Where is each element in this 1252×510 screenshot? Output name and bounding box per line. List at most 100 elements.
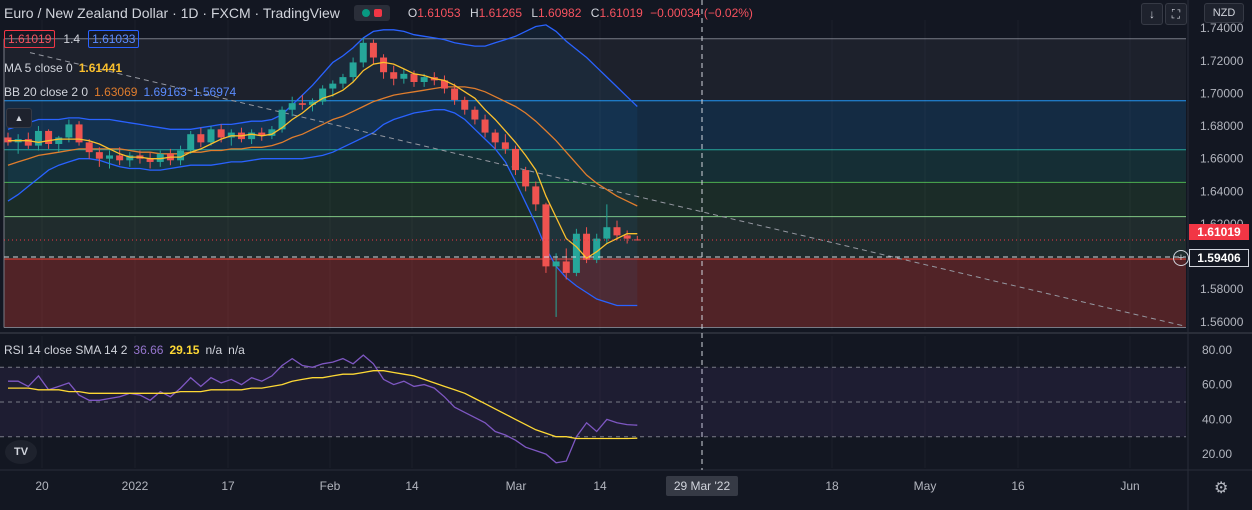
time-tick-label: 16 — [1011, 479, 1025, 493]
candle-body — [75, 124, 83, 143]
candle-body — [501, 142, 509, 149]
time-tick-label: 14 — [593, 479, 607, 493]
ma-legend[interactable]: MA 5 close 0 1.61441 — [4, 61, 122, 75]
candle-body — [24, 139, 32, 146]
candle-body — [34, 130, 42, 146]
fullscreen-icon: ⛶ — [1171, 6, 1181, 21]
candle-body — [481, 119, 489, 133]
candle-body — [248, 132, 256, 140]
candle-body — [583, 233, 591, 260]
candle-body — [268, 129, 276, 136]
candle-body — [55, 137, 63, 144]
time-tick-label: Feb — [320, 479, 341, 493]
candle-body — [278, 109, 286, 130]
chart-header: Euro / New Zealand Dollar · 1D · FXCM · … — [4, 4, 753, 22]
candle-body — [633, 239, 641, 241]
candle-body — [339, 77, 347, 84]
price-tick-label: 1.72000 — [1200, 54, 1244, 68]
candle-body — [258, 132, 266, 136]
bb-upper-line — [7, 24, 638, 130]
rsi-legend-label: RSI 14 close SMA 14 2 — [4, 343, 128, 357]
candle-body — [349, 62, 357, 78]
candle-body — [390, 72, 398, 79]
low-value: 1.60982 — [538, 6, 582, 20]
close-value: 1.61019 — [599, 6, 643, 20]
ask-button[interactable]: 1.61033 — [88, 30, 140, 48]
fullscreen-button[interactable]: ⛶ — [1165, 3, 1187, 25]
rsi-tick-label: 60.00 — [1202, 378, 1232, 392]
symbol-title[interactable]: Euro / New Zealand Dollar · 1D · FXCM · … — [4, 5, 340, 21]
candle-body — [491, 132, 499, 143]
tradingview-logo-icon[interactable]: TV — [5, 440, 37, 464]
ma-legend-label: MA 5 close 0 — [4, 61, 73, 75]
candle-body — [400, 73, 408, 79]
candle-body — [380, 57, 388, 73]
bb-legend-label: BB 20 close 2 0 — [4, 85, 89, 99]
ma5-line — [8, 61, 638, 260]
candle-body — [146, 158, 154, 162]
candle-body — [603, 227, 611, 239]
bid-ask-row: 1.61019 1.4 1.61033 — [4, 30, 140, 48]
candle-body — [359, 42, 367, 63]
arrow-down-icon: ↓ — [1149, 7, 1155, 21]
market-open-dot-icon — [361, 9, 370, 17]
collapse-legend-button[interactable]: ▲ — [6, 108, 32, 128]
time-tick-label: 17 — [221, 479, 235, 493]
rsi-na-1: n/a — [205, 343, 223, 357]
candle-body — [542, 204, 550, 267]
candle-body — [410, 73, 418, 82]
currency-selector[interactable]: NZD — [1204, 3, 1244, 23]
bid-button[interactable]: 1.61019 — [4, 30, 56, 48]
candle-body — [461, 99, 469, 110]
fib-zone — [4, 182, 1186, 217]
candle-body — [613, 227, 621, 236]
market-status-pill[interactable] — [353, 5, 390, 21]
rsi-tick-label: 80.00 — [1202, 343, 1232, 357]
crosshair-date-tag: 29 Mar '22 — [666, 476, 738, 496]
bb-basis-value: 1.63069 — [94, 85, 138, 99]
candlestick-series — [4, 37, 641, 317]
bb-legend[interactable]: BB 20 close 2 0 1.63069 1.69163 1.56974 — [4, 85, 236, 99]
scroll-down-button[interactable]: ↓ — [1141, 3, 1163, 25]
candle-body — [217, 129, 225, 138]
ma-legend-value: 1.61441 — [78, 61, 123, 75]
candle-body — [471, 109, 479, 120]
candle-body — [319, 88, 327, 102]
ohlc-values: O1.61053 H1.61265 L1.60982 C1.61019 −0.0… — [407, 6, 753, 20]
bb-fill — [8, 24, 638, 306]
candle-body — [623, 235, 631, 239]
candle-body — [65, 124, 73, 138]
candle-body — [369, 42, 377, 58]
candle-body — [126, 155, 134, 161]
candle-body — [451, 88, 459, 100]
rsi-legend[interactable]: RSI 14 close SMA 14 2 36.66 29.15 n/a n/… — [4, 343, 245, 357]
open-value: 1.61053 — [417, 6, 461, 20]
candle-body — [440, 80, 448, 89]
candle-body — [562, 261, 570, 273]
fib-zone — [4, 38, 1186, 101]
change-value: −0.00034 (−0.02%) — [650, 6, 753, 20]
time-tick-label: Jun — [1120, 479, 1139, 493]
price-tick-label: 1.56000 — [1200, 315, 1244, 329]
fib-zone — [4, 259, 1186, 328]
fib-zone — [4, 149, 1186, 183]
last-price-tag: 1.61019 — [1189, 224, 1249, 240]
time-tick-label: 18 — [825, 479, 839, 493]
candle-body — [309, 101, 316, 105]
rsi-tick-label: 40.00 — [1202, 412, 1232, 426]
candle-body — [420, 77, 428, 82]
rsi-na-2: n/a — [228, 343, 245, 357]
price-tick-label: 1.66000 — [1200, 152, 1244, 166]
gear-icon[interactable]: ⚙ — [1214, 480, 1229, 497]
flag-icon — [373, 9, 382, 17]
candle-body — [593, 238, 601, 260]
bb-basis-line — [7, 86, 638, 207]
candle-body — [156, 153, 164, 162]
time-tick-label: 20 — [35, 479, 49, 493]
chevron-up-icon: ▲ — [14, 113, 24, 123]
rsi-line — [8, 354, 638, 464]
add-alert-plus-icon[interactable]: + — [1173, 250, 1189, 266]
candle-body — [4, 137, 12, 143]
candle-body — [512, 148, 519, 171]
